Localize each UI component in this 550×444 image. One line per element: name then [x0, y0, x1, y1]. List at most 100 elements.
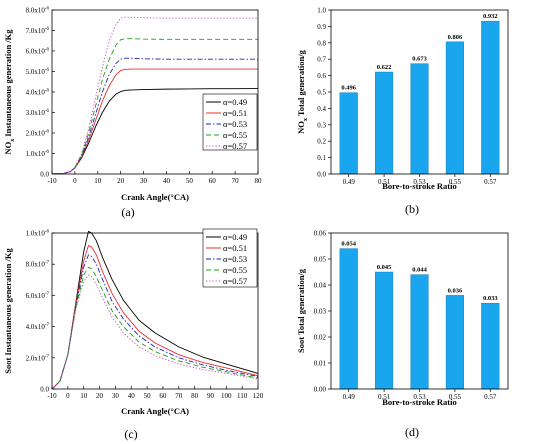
x-axis-label: Bore-to-stroke Ratio [382, 181, 457, 191]
y-tick-mantissa: 4.0x10 [26, 89, 46, 97]
y-tick-label: 0.0 [40, 171, 49, 179]
y-tick-mantissa: 4.0x10 [26, 323, 46, 331]
x-tick-label: 0.51 [378, 178, 391, 186]
y-tick-exponent: -6 [45, 130, 50, 135]
y-tick-label: 1.0x10-6 [26, 150, 50, 158]
y-tick-label: 4.0x10-6 [26, 89, 50, 97]
bar-value-label: 0.806 [448, 34, 463, 41]
y-tick-label: 0.03 [314, 308, 327, 316]
chart-b: 0.496 0.622 0.673 0.806 0.932 0.49 0.51 0.53 0.5… [296, 7, 509, 216]
y-tick-mantissa: 6.0x10 [26, 292, 46, 300]
y-tick-label: 8.0x10-7 [26, 261, 50, 269]
series-line-3 [51, 266, 259, 390]
y-tick-label: 2.0x10-6 [26, 130, 50, 138]
x-tick-label: 0.53 [413, 178, 426, 186]
x-tick-label: -10 [47, 177, 57, 185]
y-tick-mantissa: 0.0 [40, 171, 49, 179]
x-tick-label: 110 [237, 392, 248, 400]
x-tick-label: 90 [207, 392, 215, 400]
y-axis-label: NOx Total generation/g [296, 49, 309, 134]
y-tick-mantissa: 2.0x10 [26, 130, 46, 138]
legend-entry-1: α=0.51 [223, 108, 247, 118]
y-tick-mantissa: 2.0x10 [26, 354, 46, 362]
y-tick-mantissa: 0.0 [40, 386, 49, 394]
bar-value-label: 0.673 [412, 56, 427, 63]
y-tick-label: 0.6 [317, 72, 326, 80]
y-tick-exponent: -7 [45, 354, 50, 359]
x-tick-label: 20 [117, 177, 125, 185]
y-tick-exponent: -6 [45, 68, 50, 73]
bar-value-label: 0.033 [483, 295, 498, 302]
y-axis-label-rest: Instantaneous generation /Kg [3, 29, 13, 139]
panel-label: (c) [124, 427, 137, 441]
y-tick-label: 0.8 [317, 39, 326, 47]
x-axis-label: Crank Angle(°CA) [121, 406, 189, 416]
y-tick-label: 0.04 [314, 282, 327, 290]
series-group [51, 230, 259, 390]
x-axis-label: Bore-to-stroke Ratio [382, 397, 457, 407]
x-tick-label: 0 [73, 177, 77, 185]
y-tick-label: 0.7 [317, 56, 326, 64]
series-line-4 [51, 16, 258, 175]
y-tick-label: 3.0x10-6 [26, 109, 50, 117]
y-tick-label: 2.0x10-7 [26, 354, 50, 362]
bar-0.53 [410, 63, 429, 175]
y-tick-mantissa: 1.0x10 [26, 150, 46, 158]
x-tick-label: 30 [112, 392, 120, 400]
y-tick-exponent: -6 [45, 7, 50, 12]
y-tick-mantissa: 1.0x10 [26, 230, 46, 238]
x-tick-label: 50 [186, 177, 194, 185]
y-tick-label: 0.06 [314, 230, 327, 238]
bar-value-label: 0.054 [341, 241, 356, 248]
x-axis-label: Crank Angle(°CA) [121, 192, 189, 202]
panel-label: (b) [405, 202, 419, 216]
y-tick-exponent: -6 [45, 109, 50, 114]
bar-0.55 [445, 295, 464, 390]
y-tick-exponent: -7 [45, 261, 50, 266]
y-tick-label: 6.0x10-6 [26, 48, 50, 56]
x-tick-label: -10 [47, 392, 57, 400]
x-tick-label: 60 [209, 177, 217, 185]
y-tick-exponent: -6 [45, 27, 50, 32]
x-tick-label: 70 [232, 177, 240, 185]
y-axis-label-main: NO [296, 121, 306, 134]
y-tick-label: 0.00 [314, 386, 327, 394]
y-tick-label: 0.2 [317, 138, 326, 146]
y-axis-label-subscript: x [303, 118, 309, 121]
legend-entry-0: α=0.49 [223, 232, 247, 242]
y-axis-label: Soot Total generation/g [296, 268, 306, 353]
x-tick-label: 70 [175, 392, 183, 400]
series-line-3 [51, 38, 258, 175]
y-axis-label-main: Soot Instantaneous generation /Kg [3, 248, 13, 374]
bars-group: 0.496 0.622 0.673 0.806 0.932 [339, 13, 500, 175]
x-tick-label: 120 [253, 392, 264, 400]
legend-entry-1: α=0.51 [223, 243, 247, 253]
x-tick-label: 0.51 [378, 393, 391, 401]
legend: α=0.49α=0.51α=0.53α=0.55α=0.57 [202, 228, 258, 288]
y-tick-label: 0.3 [317, 121, 326, 129]
y-axis-label-main: Soot Total generation/g [296, 268, 306, 353]
y-tick-label: 0.9 [317, 23, 326, 31]
y-tick-label: 8.0x10-6 [26, 7, 50, 15]
bar-0.57 [481, 303, 500, 390]
plot-frame [51, 232, 259, 390]
y-tick-label: 7.0x10-6 [26, 27, 50, 35]
x-tick-label: 10 [80, 392, 88, 400]
legend-box [202, 93, 258, 151]
bar-value-label: 0.036 [448, 287, 463, 294]
bar-value-label: 0.622 [377, 64, 392, 71]
y-tick-exponent: -7 [45, 323, 50, 328]
y-tick-label: 0.1 [317, 154, 326, 162]
bar-value-label: 0.496 [341, 85, 356, 92]
y-tick-label: 0.05 [314, 256, 327, 264]
legend-entry-3: α=0.55 [223, 130, 247, 140]
x-tick-label: 20 [96, 392, 104, 400]
x-tick-label: 0 [66, 392, 70, 400]
y-tick-label: 5.0x10-6 [26, 68, 50, 76]
x-tick-label: 40 [128, 392, 136, 400]
y-axis-label: Soot Instantaneous generation /Kg [3, 248, 13, 374]
bar-value-label: 0.044 [412, 267, 427, 274]
legend-entry-0: α=0.49 [223, 97, 247, 107]
legend-entry-4: α=0.57 [223, 141, 247, 151]
